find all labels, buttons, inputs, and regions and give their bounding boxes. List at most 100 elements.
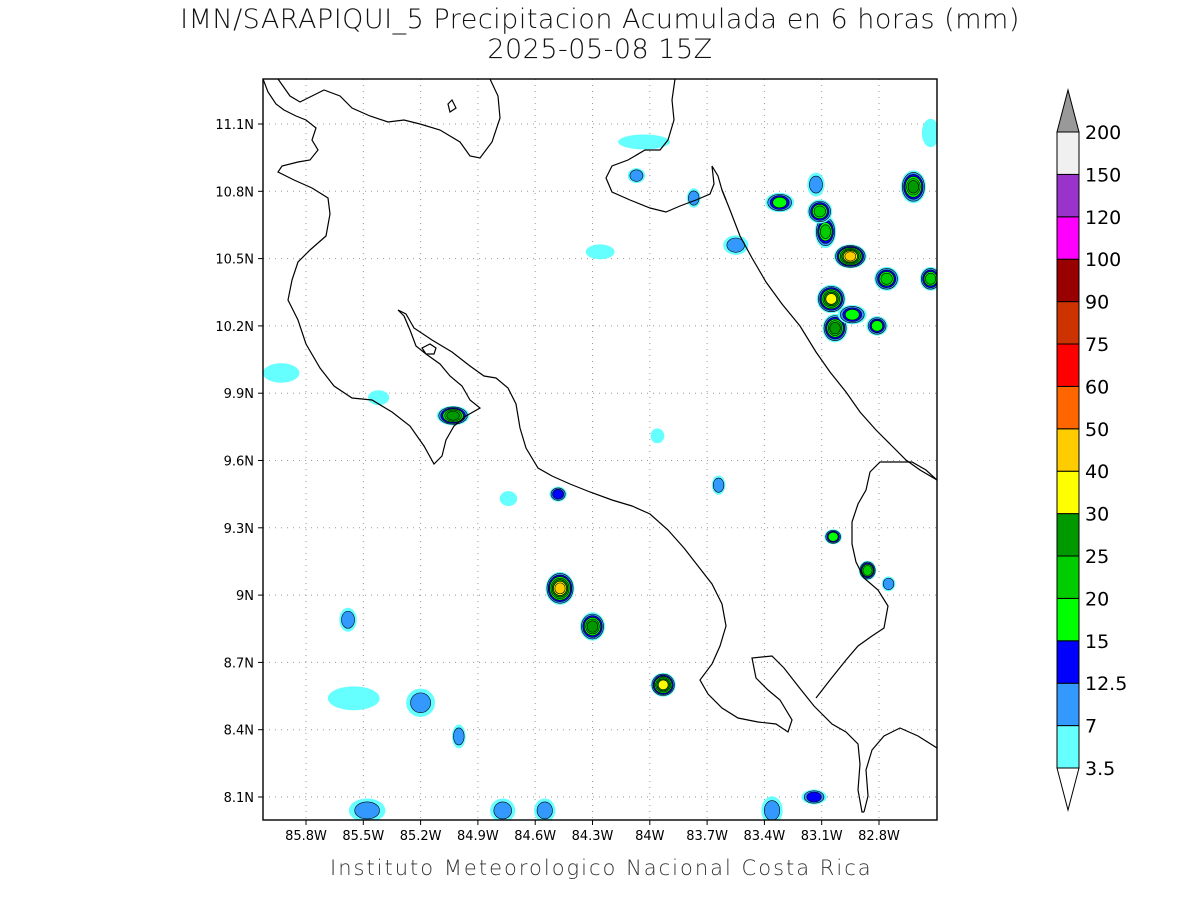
colorbar-label: 12.5: [1085, 673, 1127, 695]
x-tick-label: 84.9W: [457, 829, 499, 844]
y-tick-label: 8.7N: [224, 656, 254, 671]
contour-level-7: [453, 727, 465, 746]
colorbar-label: 150: [1085, 164, 1121, 186]
x-tick-label: 85.8W: [285, 829, 327, 844]
cell-sarapiqui-core: [833, 244, 867, 269]
contour-level-3.5: [921, 118, 937, 148]
colorbar-swatch: [1056, 343, 1080, 387]
x-tick-label: 83.4W: [743, 829, 785, 844]
y-tick-label: 9.3N: [224, 522, 254, 537]
cell-mid-b: [499, 491, 518, 507]
colorbar-label: 40: [1085, 461, 1109, 483]
map-frame: [262, 78, 938, 821]
contour-level-3.5: [499, 491, 518, 507]
y-tick-label: 9.6N: [224, 455, 254, 470]
contour-level-7: [354, 801, 380, 820]
precipitation-contours: [263, 118, 937, 820]
colorbar-lower-arrow: [1056, 767, 1080, 812]
chart-subtitle-datetime: 2025-05-08 15Z: [487, 34, 713, 65]
cell-pacific-b: [579, 612, 606, 641]
cell-ne-a: [816, 284, 846, 314]
colorbar-label: 200: [1085, 122, 1121, 144]
contour-level-7: [764, 800, 781, 820]
colorbar-upper-arrow: [1056, 88, 1080, 133]
cell-ne-f: [866, 316, 888, 336]
island-chira: [421, 343, 437, 355]
contour-level-20: [862, 565, 873, 576]
y-tick-label: 9N: [236, 589, 254, 604]
contour-level-7: [809, 175, 823, 194]
colorbar-swatch: [1056, 470, 1080, 515]
lake-nicaragua-shore: [605, 79, 727, 213]
colorbar-swatch: [1056, 513, 1080, 557]
contour-level-20: [880, 272, 893, 285]
contour-level-15: [772, 196, 787, 209]
colorbar-swatch: [1056, 385, 1080, 430]
colorbar-label: 60: [1085, 376, 1109, 398]
cell-sw-f: [490, 798, 516, 820]
contour-level-3.5: [585, 244, 615, 260]
cell-north-a: [618, 134, 670, 150]
cell-pacific-d: [549, 486, 567, 502]
cell-west-b: [367, 390, 390, 406]
coastline-north: [277, 79, 501, 159]
contour-level-3.5: [618, 134, 670, 150]
colorbar-label: 100: [1085, 249, 1121, 271]
colorbar-label: 20: [1085, 588, 1109, 610]
cell-north-c: [585, 244, 615, 260]
chart-title: IMN/SARAPIQUI_5 Precipitacion Acumulada …: [180, 4, 1020, 35]
cell-south-b: [824, 529, 842, 545]
colorbar-swatch: [1056, 301, 1080, 345]
cell-sw-d: [327, 686, 380, 711]
cell-south-c: [801, 789, 827, 805]
y-axis-ticks: 11.1N 10.8N 10.5N 10.2N 9.9N 9.6N 9.3N 9N 8.7N 8.…: [215, 118, 263, 806]
cell-north-b: [627, 168, 646, 184]
colorbar-label: 90: [1085, 292, 1109, 314]
contour-level-7: [712, 477, 725, 493]
contour-level-20: [925, 272, 937, 285]
colorbar-label: 3.5: [1085, 758, 1115, 780]
cell-ne-k: [807, 172, 825, 197]
contour-level-7: [882, 577, 895, 590]
contour-level-3.5: [263, 363, 300, 383]
colorbar-label: 120: [1085, 207, 1121, 229]
coastline-outline: [263, 79, 937, 813]
colorbar-swatch: [1056, 555, 1080, 599]
contour-level-3.5: [367, 390, 390, 406]
x-tick-label: 83.1W: [801, 829, 843, 844]
contour-level-7: [536, 801, 553, 820]
cell-sw-b: [451, 724, 466, 749]
cell-sw-e: [348, 798, 386, 820]
colorbar-swatch: [1056, 682, 1080, 727]
cell-ne-m: [686, 188, 701, 208]
contour-level-30: [825, 293, 837, 305]
footer-credit: Instituto Meteorologico Nacional Costa R…: [330, 856, 873, 880]
contour-level-40: [844, 251, 857, 262]
colorbar-label: 75: [1085, 334, 1109, 356]
cell-ne-e: [837, 304, 867, 325]
cell-sw-c: [339, 607, 357, 632]
x-tick-label: 82.8W: [858, 829, 900, 844]
colorbar-swatch: [1056, 131, 1080, 175]
cell-ne-i: [919, 266, 937, 291]
cell-sw-a: [406, 688, 436, 717]
x-tick-label: 84W: [635, 829, 665, 844]
contour-level-25: [586, 620, 599, 633]
colorbar-label: 7: [1085, 716, 1097, 738]
caribbean-coast: [721, 189, 937, 481]
contour-level-20: [813, 205, 826, 218]
contour-level-12.5: [806, 791, 822, 803]
contour-level-7: [629, 169, 644, 182]
contour-level-25: [446, 410, 460, 421]
contour-level-15: [844, 309, 860, 321]
colorbar-swatch: [1056, 597, 1080, 642]
cell-east-a: [921, 118, 937, 148]
x-tick-label: 85.5W: [342, 829, 384, 844]
pacific-coast-west: [263, 79, 864, 813]
cell-pacific-c: [650, 672, 676, 697]
contour-level-30: [657, 679, 669, 691]
x-tick-label: 84.3W: [572, 829, 614, 844]
x-tick-label: 85.2W: [400, 829, 442, 844]
contour-level-7: [688, 190, 700, 206]
